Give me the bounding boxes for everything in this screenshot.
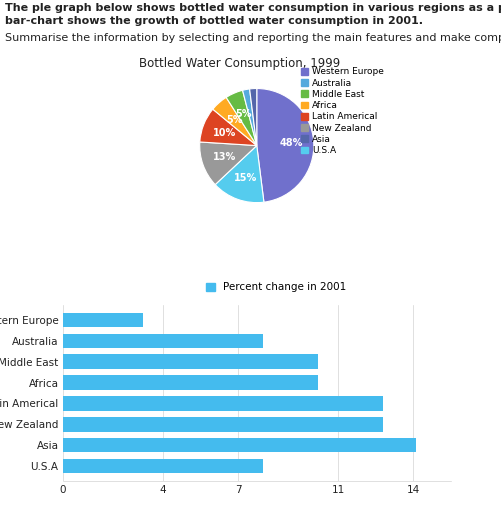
Wedge shape [213,97,257,145]
Wedge shape [200,109,257,145]
Bar [63,459,263,473]
Bar [63,333,263,348]
Bar [63,438,416,453]
Text: The ple graph below shows bottled water consumption in various regions as a perc: The ple graph below shows bottled water … [5,3,501,26]
Bar [63,375,318,390]
Text: 13%: 13% [213,152,236,162]
Legend: Percent change in 2001: Percent change in 2001 [206,283,347,292]
Wedge shape [242,89,257,145]
Text: 48%: 48% [279,138,303,148]
Text: Summarise the information by selecting and reporting the main features and make : Summarise the information by selecting a… [5,33,501,44]
Bar [63,313,143,327]
Text: 15%: 15% [233,173,257,183]
Bar [63,396,383,411]
Bar [63,354,318,369]
Wedge shape [257,89,314,202]
Wedge shape [215,145,264,203]
Wedge shape [249,89,257,145]
Legend: Western Europe, Australia, Middle East, Africa, Latin Americal, New Zealand, Asi: Western Europe, Australia, Middle East, … [301,68,384,155]
Text: 5%: 5% [235,109,252,119]
Wedge shape [226,90,257,145]
Title: Bottled Water Consumption, 1999: Bottled Water Consumption, 1999 [139,57,340,70]
Bar [63,417,383,432]
Wedge shape [200,142,257,185]
Text: 10%: 10% [213,128,236,138]
Text: 5%: 5% [226,115,242,125]
